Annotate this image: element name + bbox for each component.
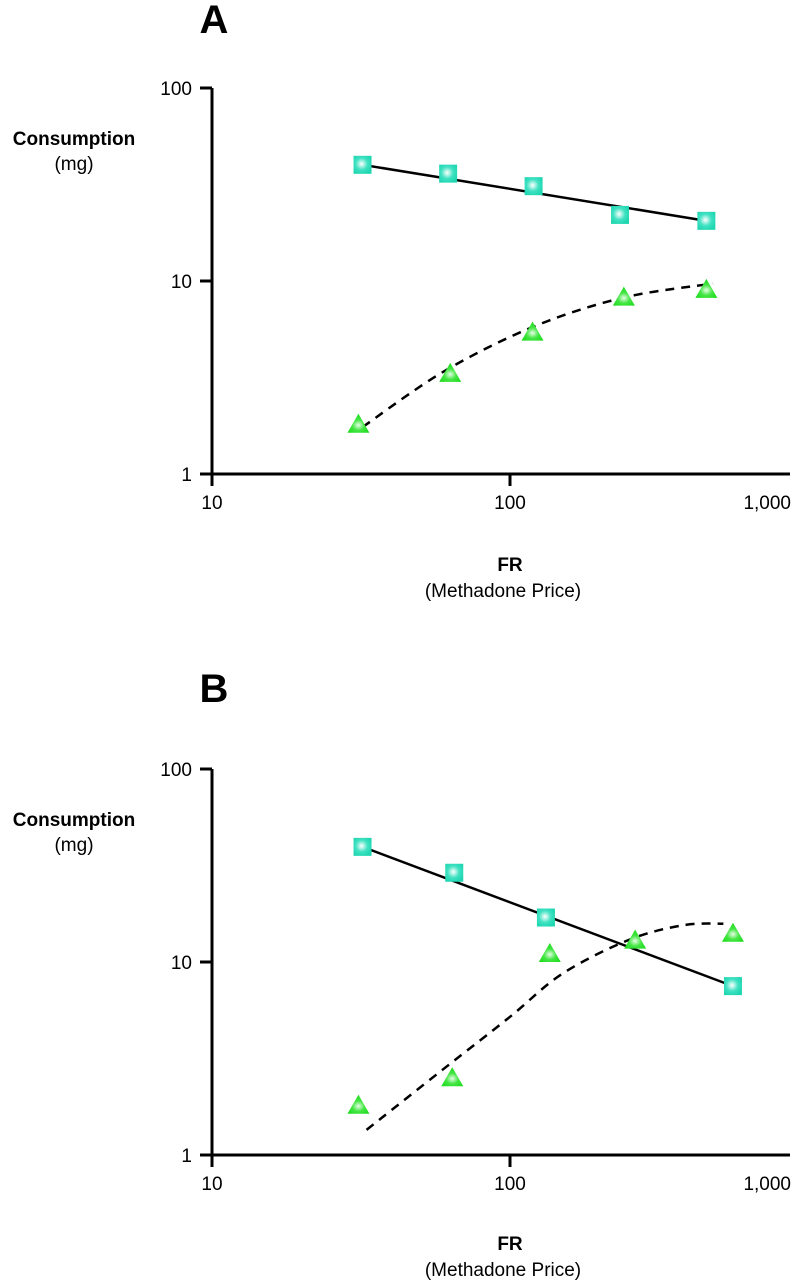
panel-a-triangle-point bbox=[347, 413, 370, 433]
panel-b-ylabel: Consumption bbox=[13, 810, 135, 831]
panel-a-y-tick-label: 10 bbox=[171, 272, 192, 293]
panel-a-x-tick-label: 100 bbox=[494, 493, 526, 514]
panel-b-square-point bbox=[353, 837, 372, 856]
panel-b-label: B bbox=[200, 667, 229, 711]
panel-b: B Consumption (mg) FR (Methadone Price) … bbox=[13, 667, 791, 1280]
panel-b-triangles-fit-line bbox=[365, 922, 724, 1131]
panel-a-square-point bbox=[353, 155, 372, 174]
panel-a-label: A bbox=[200, 0, 229, 42]
panel-a-square-point bbox=[697, 211, 716, 230]
panel-a-ylabel: Consumption bbox=[13, 129, 135, 150]
panel-b-triangle-point bbox=[441, 1067, 464, 1087]
panel-a-x-tick-label: 1,000 bbox=[743, 493, 791, 514]
panel-b-x-tick-label: 10 bbox=[201, 1174, 222, 1195]
panel-a-y-tick-label: 100 bbox=[160, 79, 192, 100]
panel-b-y-tick-label: 10 bbox=[171, 953, 192, 974]
panel-a-square-point bbox=[611, 205, 630, 224]
panel-b-x-tick-label: 100 bbox=[494, 1174, 526, 1195]
panel-b-square-point bbox=[723, 977, 742, 996]
panel-b-y-tick-label: 100 bbox=[160, 760, 192, 781]
panel-a-y-tick-label: 1 bbox=[181, 465, 192, 486]
panel-a-triangle-point bbox=[612, 286, 635, 306]
panel-a-xlabel-sub: (Methadone Price) bbox=[425, 581, 581, 602]
panel-a-triangles-fit-line bbox=[361, 282, 714, 429]
panel-b-ylabel-unit: (mg) bbox=[54, 835, 93, 856]
panel-b-square-point bbox=[445, 863, 464, 882]
panel-b-x-tick-label: 1,000 bbox=[743, 1174, 791, 1195]
panel-b-triangle-point bbox=[624, 929, 647, 949]
panel-a-xlabel: FR bbox=[497, 555, 523, 576]
panel-a-triangle-point bbox=[695, 278, 718, 298]
panel-b-square-point bbox=[536, 908, 555, 927]
panel-b-triangle-point bbox=[347, 1094, 370, 1114]
panel-a-square-point bbox=[524, 177, 543, 196]
panel-a-triangle-point bbox=[521, 321, 544, 341]
panel-a-triangle-point bbox=[439, 362, 462, 382]
panel-b-y-tick-label: 1 bbox=[181, 1146, 192, 1167]
panel-a: A Consumption (mg) FR (Methadone Price) … bbox=[13, 0, 791, 602]
panel-b-triangle-point bbox=[721, 922, 744, 942]
panel-b-triangle-point bbox=[538, 943, 561, 963]
panel-a-ylabel-unit: (mg) bbox=[54, 154, 93, 175]
panel-b-xlabel-sub: (Methadone Price) bbox=[425, 1260, 581, 1280]
panel-b-xlabel: FR bbox=[497, 1234, 523, 1255]
panel-a-x-tick-label: 10 bbox=[201, 493, 222, 514]
panel-a-square-point bbox=[439, 164, 458, 183]
